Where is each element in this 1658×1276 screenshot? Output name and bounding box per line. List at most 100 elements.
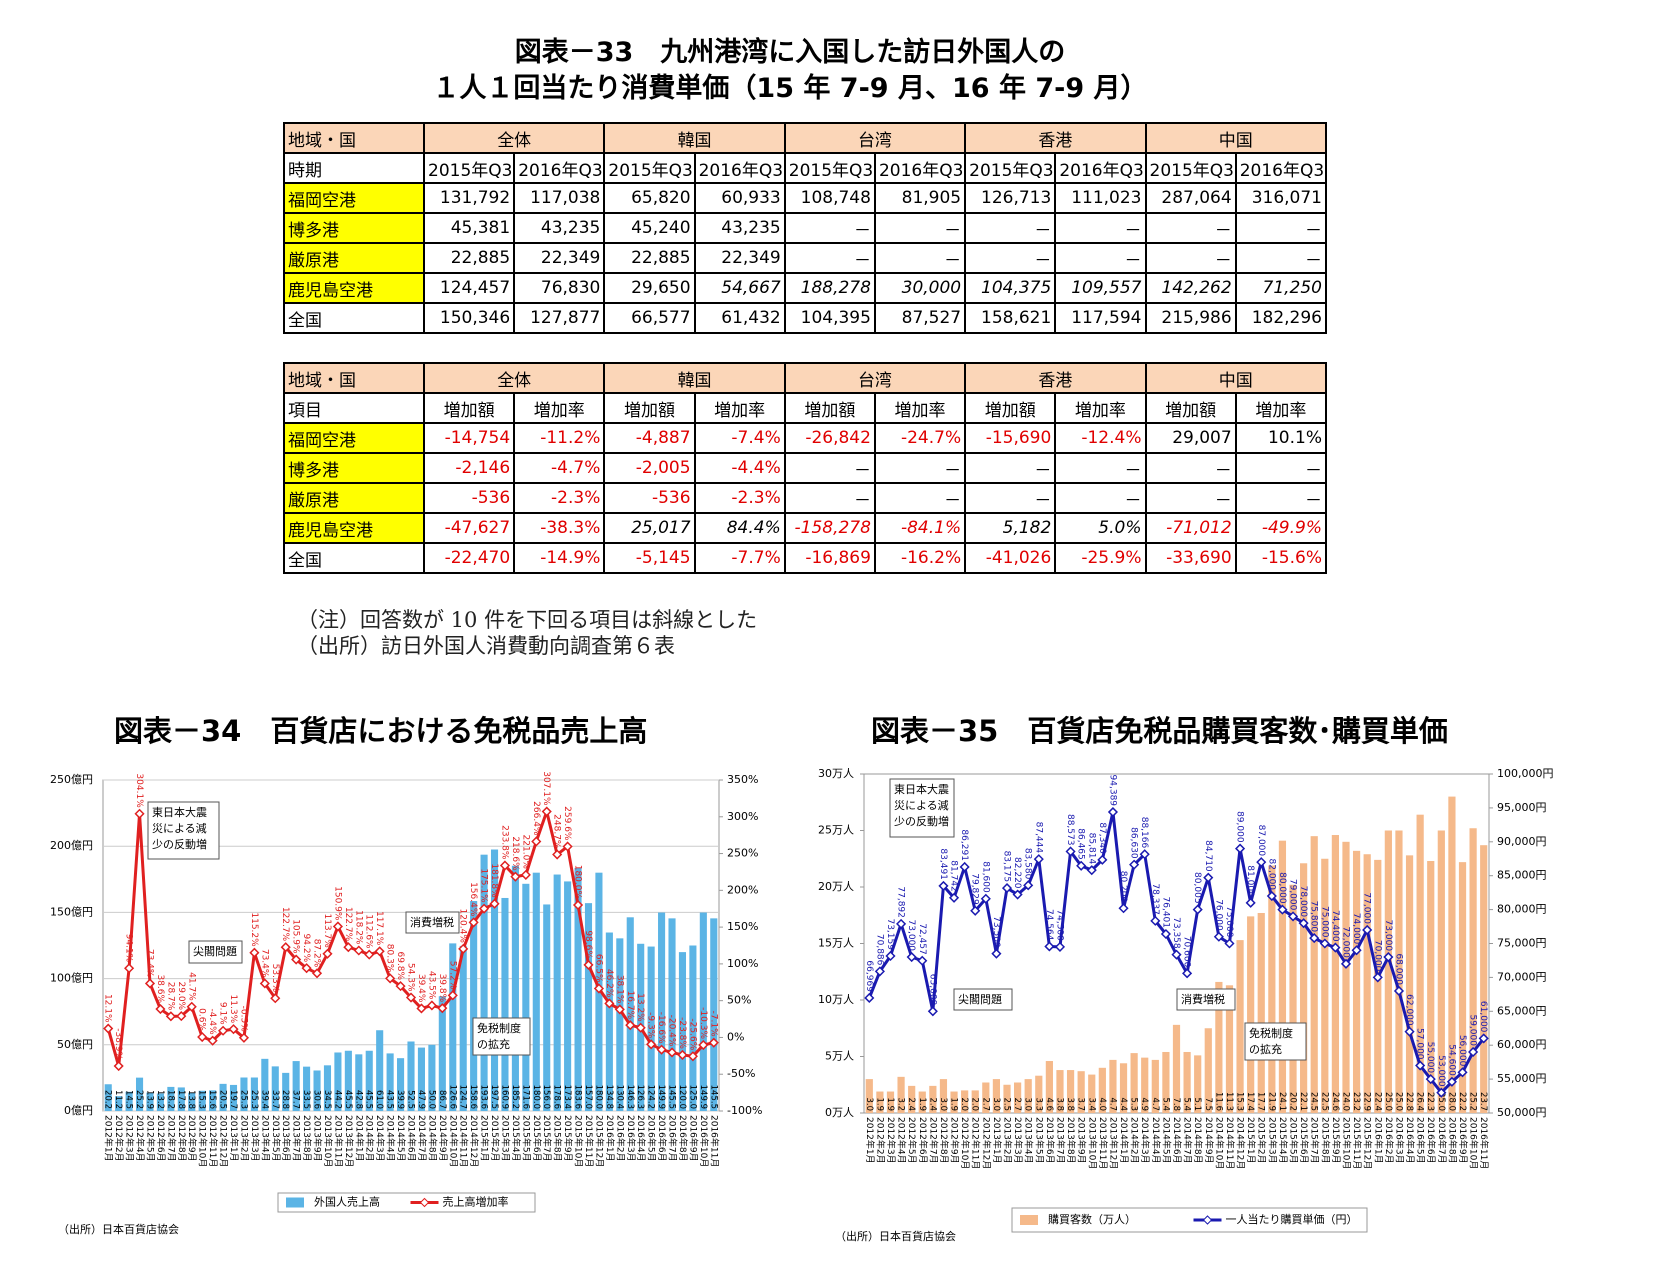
x-tick-label: 2016年8月: [677, 1115, 689, 1162]
marker: [1001, 883, 1013, 894]
data-label: 173.4: [562, 1085, 572, 1109]
table-cell: 2016年Q3: [1054, 152, 1147, 184]
x-tick-label: 2015年5月: [1288, 1117, 1300, 1164]
marker: [656, 1044, 667, 1055]
data-label: 82,220: [1012, 857, 1022, 889]
source: （出所）日本百貨店協会: [58, 1222, 179, 1236]
marker: [1383, 951, 1394, 963]
table-cell: 30,000: [873, 272, 967, 304]
table-cell: 22,885: [422, 242, 516, 274]
table-cell: -7.7%: [693, 542, 786, 574]
marker: [1319, 938, 1330, 949]
bar: [1331, 835, 1339, 1113]
data-label: 7.5: [1203, 1097, 1213, 1111]
data-label: 145.5: [667, 1085, 677, 1109]
marker: [614, 1004, 625, 1015]
data-label: 180.0: [593, 1085, 603, 1109]
y2-tick-label: -100%: [727, 1104, 762, 1117]
marker: [1287, 911, 1299, 922]
x-tick-label: 2014年9月: [437, 1115, 449, 1162]
x-tick-label: 2014年1月: [353, 1115, 365, 1162]
marker: [479, 903, 490, 914]
data-label: 70,600: [1182, 936, 1192, 968]
data-label: 178.6: [552, 1085, 562, 1109]
table-cell: 増加額: [422, 392, 516, 424]
data-label: 19.7: [228, 1090, 238, 1109]
data-label: 124.7: [458, 1085, 468, 1109]
data-label: 2.7: [980, 1097, 990, 1111]
table-cell: －: [1054, 482, 1147, 514]
data-label: 307.1%: [541, 771, 551, 806]
marker: [113, 1060, 124, 1072]
table-cell: -16,869: [783, 542, 876, 574]
table-cell: -47,627: [422, 512, 516, 544]
y-tick-label: 200億円: [50, 839, 93, 852]
marker: [927, 1006, 938, 1017]
table-cell: －: [783, 452, 876, 484]
data-label: 126.6: [447, 1085, 457, 1109]
data-label: 94.2%: [301, 934, 311, 963]
data-label: 3.0: [1023, 1097, 1033, 1111]
bar: [1215, 981, 1223, 1113]
bar: [1024, 1079, 1032, 1113]
bar: [1056, 1070, 1064, 1113]
x-tick-label: 2014年4月: [1150, 1117, 1162, 1164]
data-label: -38.9%: [113, 1028, 123, 1060]
bar: [1321, 858, 1329, 1113]
bar: [115, 1096, 123, 1111]
data-label: 42.8: [353, 1090, 363, 1109]
table-cell: －: [873, 242, 967, 274]
bar: [678, 952, 687, 1111]
marker: [625, 1020, 636, 1031]
annotation: 尖閣問題: [193, 945, 237, 958]
marker: [917, 955, 928, 966]
bar: [1395, 830, 1403, 1113]
table-cell: -4.7%: [513, 452, 606, 484]
x-tick-label: 2013年3月: [249, 1115, 261, 1162]
bar: [1194, 1055, 1202, 1113]
annotation-box: [405, 911, 460, 934]
data-label: -16.6%: [656, 1012, 666, 1044]
data-label: 3.3: [1033, 1097, 1043, 1111]
bar: [668, 918, 676, 1111]
bar: [1014, 1082, 1022, 1113]
data-label: 94.1%: [124, 934, 134, 963]
y2-tick-label: 70,000円: [1497, 970, 1547, 983]
y2-tick-label: 100,000円: [1497, 767, 1554, 780]
table-cell: 2016年Q3: [873, 152, 967, 184]
marker: [1054, 941, 1066, 952]
page-title: 図表－33 九州港湾に入国した訪日外国人の: [514, 37, 1066, 68]
x-tick-label: 2014年5月: [395, 1115, 407, 1162]
data-label: 23.2: [1351, 1092, 1361, 1111]
data-label: 54,600: [1446, 1044, 1456, 1076]
data-label: 25.0: [1383, 1092, 1393, 1111]
bar: [511, 865, 519, 1111]
data-label: 0.6%: [197, 1008, 207, 1031]
data-label: 33.7: [270, 1090, 280, 1109]
marker: [520, 869, 531, 880]
bar: [1247, 916, 1255, 1113]
x-tick-label: 2015年4月: [1277, 1117, 1289, 1164]
marker: [938, 880, 949, 891]
table-cell: 45,240: [603, 212, 696, 244]
data-label: 3.0: [938, 1097, 948, 1111]
marker: [270, 993, 281, 1004]
data-label: 39.9: [395, 1090, 405, 1109]
y2-tick-label: 0%: [727, 1030, 744, 1043]
data-label: 86,291: [959, 829, 969, 861]
annotation-box: [472, 1017, 531, 1056]
data-label: 50.0: [426, 1090, 436, 1109]
marker: [1404, 1026, 1415, 1037]
x-tick-label: 2014年8月: [426, 1115, 438, 1162]
table-cell: -49.9%: [1234, 512, 1328, 544]
data-label: 56,000: [1457, 1035, 1467, 1067]
data-label: 65,000: [927, 974, 937, 1006]
data-label: 4.4: [1118, 1097, 1128, 1111]
x-tick-label: 2012年12月: [980, 1117, 992, 1169]
x-tick-label: 2015年9月: [562, 1115, 574, 1162]
bar: [626, 917, 634, 1111]
table-cell: 87,527: [873, 302, 967, 334]
data-label: -9.3%: [646, 1012, 656, 1039]
table-cell: -25.9%: [1054, 542, 1147, 574]
